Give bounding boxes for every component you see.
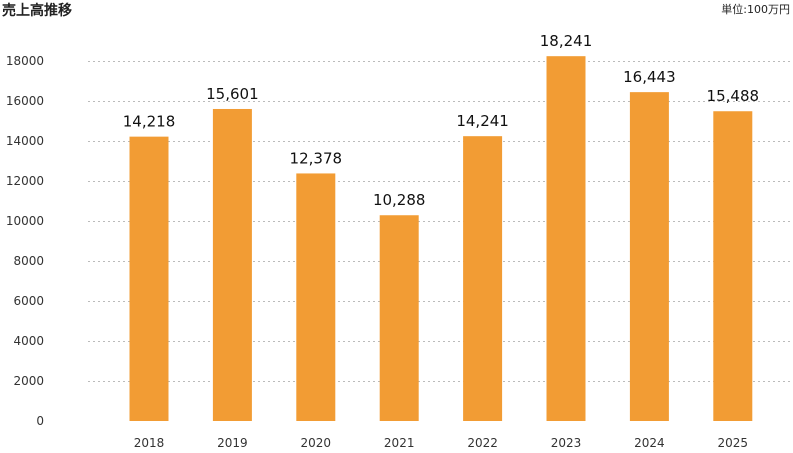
x-tick-label: 2019 <box>217 436 248 450</box>
y-tick-label: 2000 <box>13 374 44 388</box>
bar-2024 <box>629 92 669 421</box>
unit-label: 単位:100万円 <box>721 3 790 16</box>
x-tick-label: 2024 <box>634 436 665 450</box>
bar-2023 <box>546 56 586 422</box>
y-tick-label: 16000 <box>6 94 44 108</box>
data-label: 10,288 <box>373 191 426 209</box>
y-tick-label: 0 <box>36 414 44 428</box>
data-label: 14,218 <box>123 113 176 131</box>
y-tick-label: 10000 <box>6 214 44 228</box>
bar-2021 <box>379 215 419 421</box>
y-tick-label: 12000 <box>6 174 44 188</box>
bar-2019 <box>212 108 252 421</box>
y-tick-label: 4000 <box>13 334 44 348</box>
bar-2020 <box>296 173 336 421</box>
data-label: 15,488 <box>707 87 760 105</box>
x-tick-label: 2025 <box>718 436 749 450</box>
data-label: 15,601 <box>206 85 259 103</box>
data-label: 14,241 <box>456 112 509 130</box>
x-tick-label: 2021 <box>384 436 415 450</box>
x-tick-label: 2020 <box>301 436 332 450</box>
bar-2018 <box>129 136 169 421</box>
bar-2025 <box>713 111 753 422</box>
y-tick-label: 8000 <box>13 254 44 268</box>
x-tick-label: 2022 <box>467 436 498 450</box>
y-tick-label: 6000 <box>13 294 44 308</box>
y-tick-label: 14000 <box>6 134 44 148</box>
data-label: 12,378 <box>290 149 343 167</box>
x-tick-label: 2018 <box>134 436 165 450</box>
data-label: 18,241 <box>540 32 593 50</box>
y-tick-label: 18000 <box>6 54 44 68</box>
data-label: 16,443 <box>623 68 676 86</box>
bar-2022 <box>463 136 503 421</box>
chart-title: 売上高推移 <box>2 3 72 19</box>
x-tick-label: 2023 <box>551 436 582 450</box>
